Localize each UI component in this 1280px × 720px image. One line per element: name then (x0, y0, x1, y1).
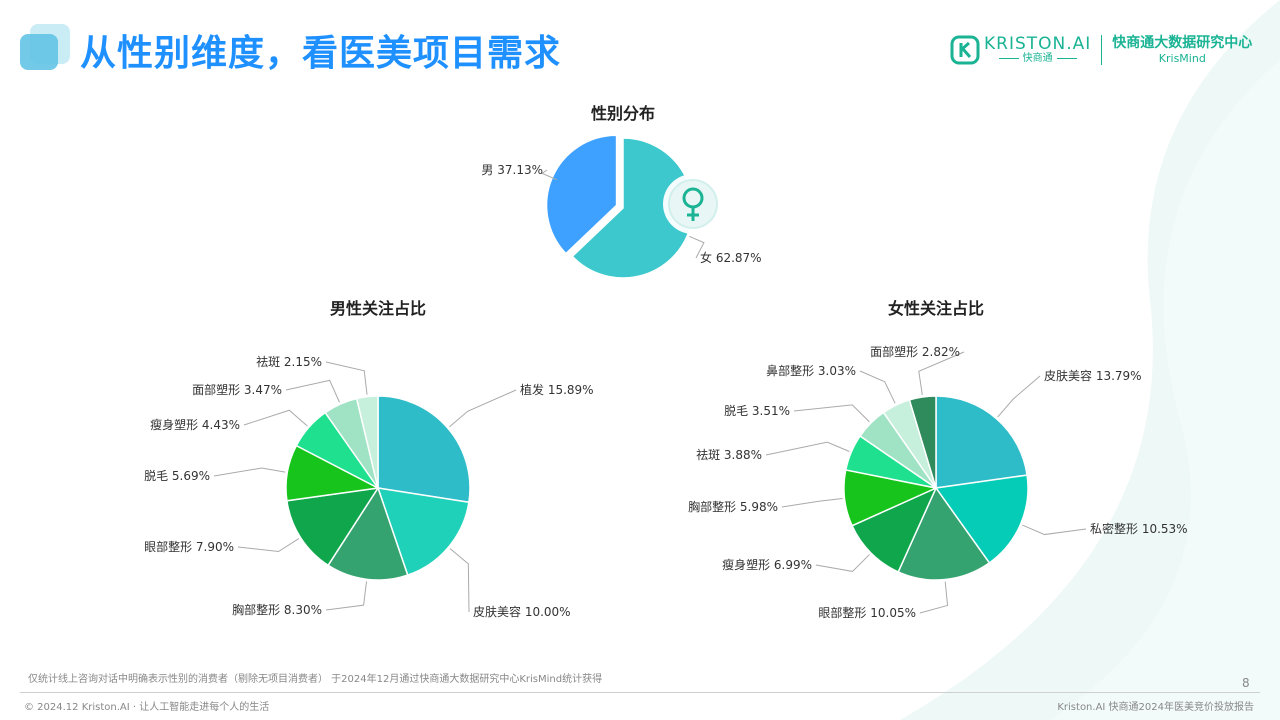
slice-label: 眼部整形 7.90% (144, 539, 234, 554)
slice-label: 皮肤美容 13.79% (1044, 368, 1142, 383)
slice-label: 私密整形 10.53% (1090, 521, 1188, 536)
slice-label: 脱毛 3.51% (724, 403, 790, 418)
chart-title: 性别分布 (591, 104, 655, 123)
pie-slice (908, 395, 937, 489)
brand-logo: KRISTON.AI 快商通 快商通大数据研究中心 KrisMind (950, 34, 1252, 66)
chart-title: 女性关注占比 (888, 299, 984, 318)
footer-report-name: Kriston.AI 快商通2024年医美竞价投放报告 (1057, 702, 1254, 713)
leader-line (781, 498, 843, 508)
leader-line (325, 581, 368, 611)
leader-line (1022, 524, 1087, 536)
leader-line (815, 554, 870, 572)
leader-line (919, 581, 949, 614)
page-number: 8 (1242, 676, 1250, 690)
pie-slice (935, 395, 1028, 489)
page-title: 从性别维度，看医美项目需求 (80, 33, 562, 74)
slice-label: 皮肤美容 10.00% (473, 604, 571, 619)
footer-copyright: © 2024.12 Kriston.AI · 让人工智能走进每个人的生活 (24, 702, 270, 713)
slice-label: 胸部整形 8.30% (232, 602, 322, 617)
chart-title: 男性关注占比 (330, 299, 426, 318)
leader-line (237, 538, 300, 553)
slice-label: 男 37.13% (481, 163, 543, 177)
slice-label: 胸部整形 5.98% (688, 499, 778, 514)
leader-line (285, 379, 340, 403)
pie-slice (327, 486, 409, 581)
slice-label: 面部塑形 3.47% (192, 382, 282, 397)
leader-line (793, 404, 870, 423)
brand-research-center: 快商通大数据研究中心 (1112, 35, 1253, 51)
kriston-logo-icon (950, 35, 980, 65)
leader-line (688, 235, 705, 259)
pie-slice (851, 486, 938, 573)
brand-sub: 快商通 (995, 53, 1081, 65)
brand-wordmark: KRISTON.AI (984, 34, 1092, 54)
title-decoration-icon (20, 24, 70, 70)
slice-label: 脱毛 5.69% (144, 468, 210, 483)
slice-label: 瘦身塑形 6.99% (722, 557, 812, 572)
leader-line (243, 409, 308, 427)
slice-label: 祛斑 2.15% (256, 355, 322, 369)
leader-line (449, 548, 470, 613)
footer-divider (20, 692, 1260, 693)
brand-research-center-en: KrisMind (1158, 52, 1206, 65)
slice-label: 面部塑形 2.82% (870, 344, 960, 359)
slice-label: 女 62.87% (700, 250, 762, 265)
footnote: 仅统计线上咨询对话中明确表示性别的消费者（剔除无项目消费者） 于2024年12月… (28, 674, 603, 685)
slice-label: 鼻部整形 3.03% (766, 363, 856, 378)
pie-slice (286, 487, 380, 567)
slice-label: 眼部整形 10.05% (818, 605, 916, 620)
leader-line (541, 169, 558, 181)
leader-line (918, 351, 965, 396)
leader-line (859, 370, 896, 404)
slice-label: 瘦身塑形 4.43% (150, 417, 240, 432)
leader-line (997, 375, 1041, 418)
pie-slice (897, 486, 991, 581)
leader-line (765, 441, 850, 456)
pie-slice (571, 137, 694, 279)
pie-slice (355, 395, 379, 489)
leader-line (449, 389, 517, 428)
leader-line (325, 361, 368, 395)
slice-label: 祛斑 3.88% (696, 448, 762, 462)
pie-slice (377, 395, 471, 504)
female-badge (668, 179, 718, 229)
pie-slice (934, 474, 1029, 564)
brand-divider (1101, 35, 1103, 65)
leader-line (213, 467, 286, 477)
slice-label: 植发 15.89% (520, 382, 594, 397)
